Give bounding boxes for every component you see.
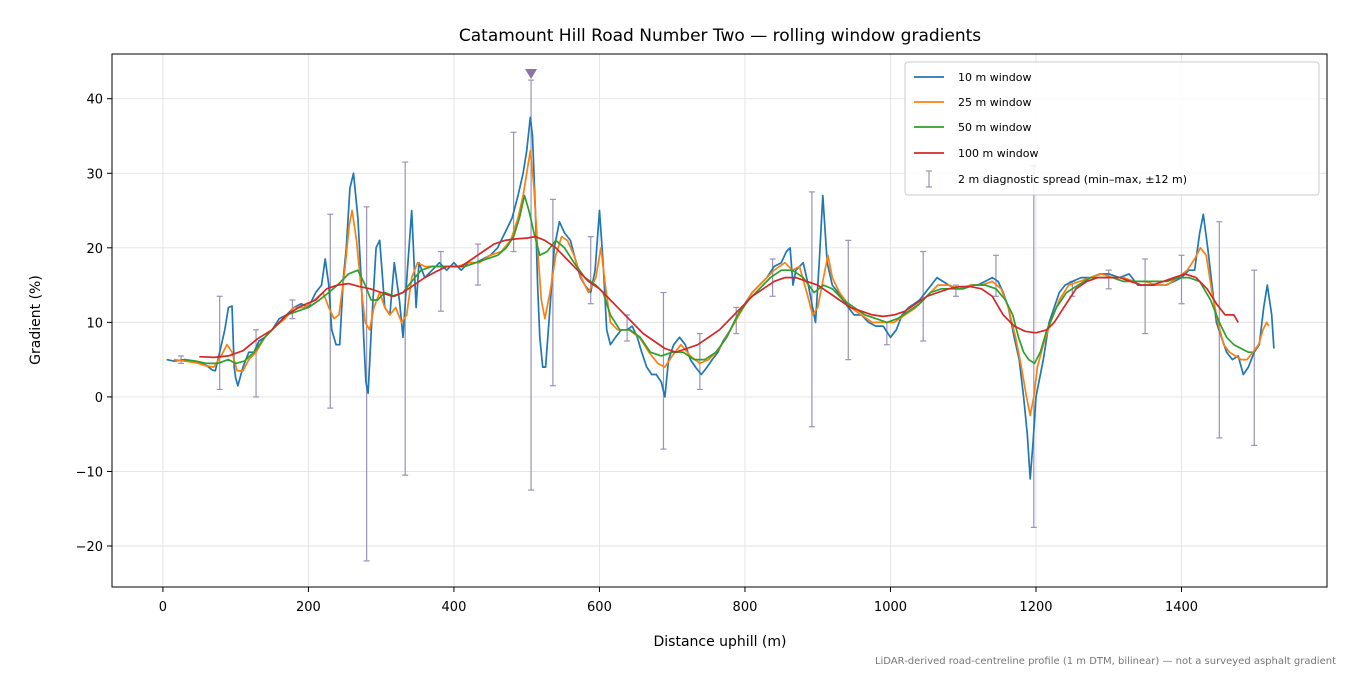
spread-bar — [587, 236, 594, 305]
legend-entry-w10: 10 m window — [914, 71, 1031, 84]
x-tick-label: 400 — [442, 600, 467, 615]
spread-bar — [660, 291, 667, 450]
footnote: LiDAR-derived road-centreline profile (1… — [875, 656, 1336, 667]
y-tick-label: 30 — [86, 167, 103, 182]
y-tick-label: −10 — [76, 465, 103, 480]
spread-bar — [1251, 269, 1258, 446]
spread-bar — [1178, 254, 1185, 305]
legend-entry-spread: 2 m diagnostic spread (min–max, ±12 m) — [926, 170, 1187, 188]
x-tick-label: 1200 — [1019, 600, 1052, 615]
spread-bar — [216, 295, 223, 391]
spread-bar — [845, 239, 852, 361]
series-lines — [166, 116, 1275, 480]
legend-entry-w50: 50 m window — [914, 121, 1031, 134]
clipped-markers — [525, 69, 538, 79]
y-tick-label: 10 — [86, 316, 103, 331]
spread-bar — [528, 79, 535, 491]
legend-entry-w25: 25 m window — [914, 96, 1031, 109]
spread-bar — [1105, 269, 1112, 290]
series-line-w10 — [166, 116, 1275, 480]
legend-label: 10 m window — [958, 71, 1031, 84]
spread-bar — [437, 250, 444, 312]
x-tick-label: 800 — [733, 600, 758, 615]
series-line-w50 — [184, 194, 1253, 365]
x-axis-label: Distance uphill (m) — [654, 634, 787, 650]
clip-marker — [525, 69, 538, 79]
spread-bar — [769, 258, 776, 297]
legend-label: 25 m window — [958, 96, 1031, 109]
y-axis-ticks: −20 −10 0 10 20 30 40 — [76, 93, 112, 555]
x-tick-label: 200 — [296, 600, 321, 615]
legend: 10 m window 25 m window 50 m window 100 m w… — [904, 61, 1320, 196]
chart-title: Catamount Hill Road Number Two — rolling… — [459, 26, 981, 46]
series-line-w100 — [199, 235, 1239, 359]
x-tick-label: 600 — [587, 600, 612, 615]
y-tick-label: 20 — [86, 242, 103, 257]
legend-entry-w100: 100 m window — [914, 147, 1038, 160]
spread-bar — [474, 243, 481, 286]
spread-bar — [1142, 258, 1149, 335]
y-tick-label: −20 — [76, 540, 103, 555]
x-tick-label: 1000 — [874, 600, 907, 615]
x-axis-ticks: 0 200 400 600 800 1000 1200 1400 — [159, 587, 1198, 615]
y-tick-label: 0 — [95, 391, 103, 406]
x-tick-label: 1400 — [1165, 600, 1198, 615]
legend-label: 100 m window — [958, 147, 1038, 160]
spread-bar — [549, 198, 556, 387]
y-tick-label: 40 — [86, 93, 103, 108]
y-axis-label: Gradient (%) — [28, 275, 44, 365]
legend-label: 50 m window — [958, 121, 1031, 134]
legend-label: 2 m diagnostic spread (min–max, ±12 m) — [958, 173, 1187, 186]
plot-frame — [111, 53, 1328, 588]
spread-bar — [402, 161, 409, 476]
x-tick-label: 0 — [159, 600, 167, 615]
legend-box — [904, 61, 1320, 196]
